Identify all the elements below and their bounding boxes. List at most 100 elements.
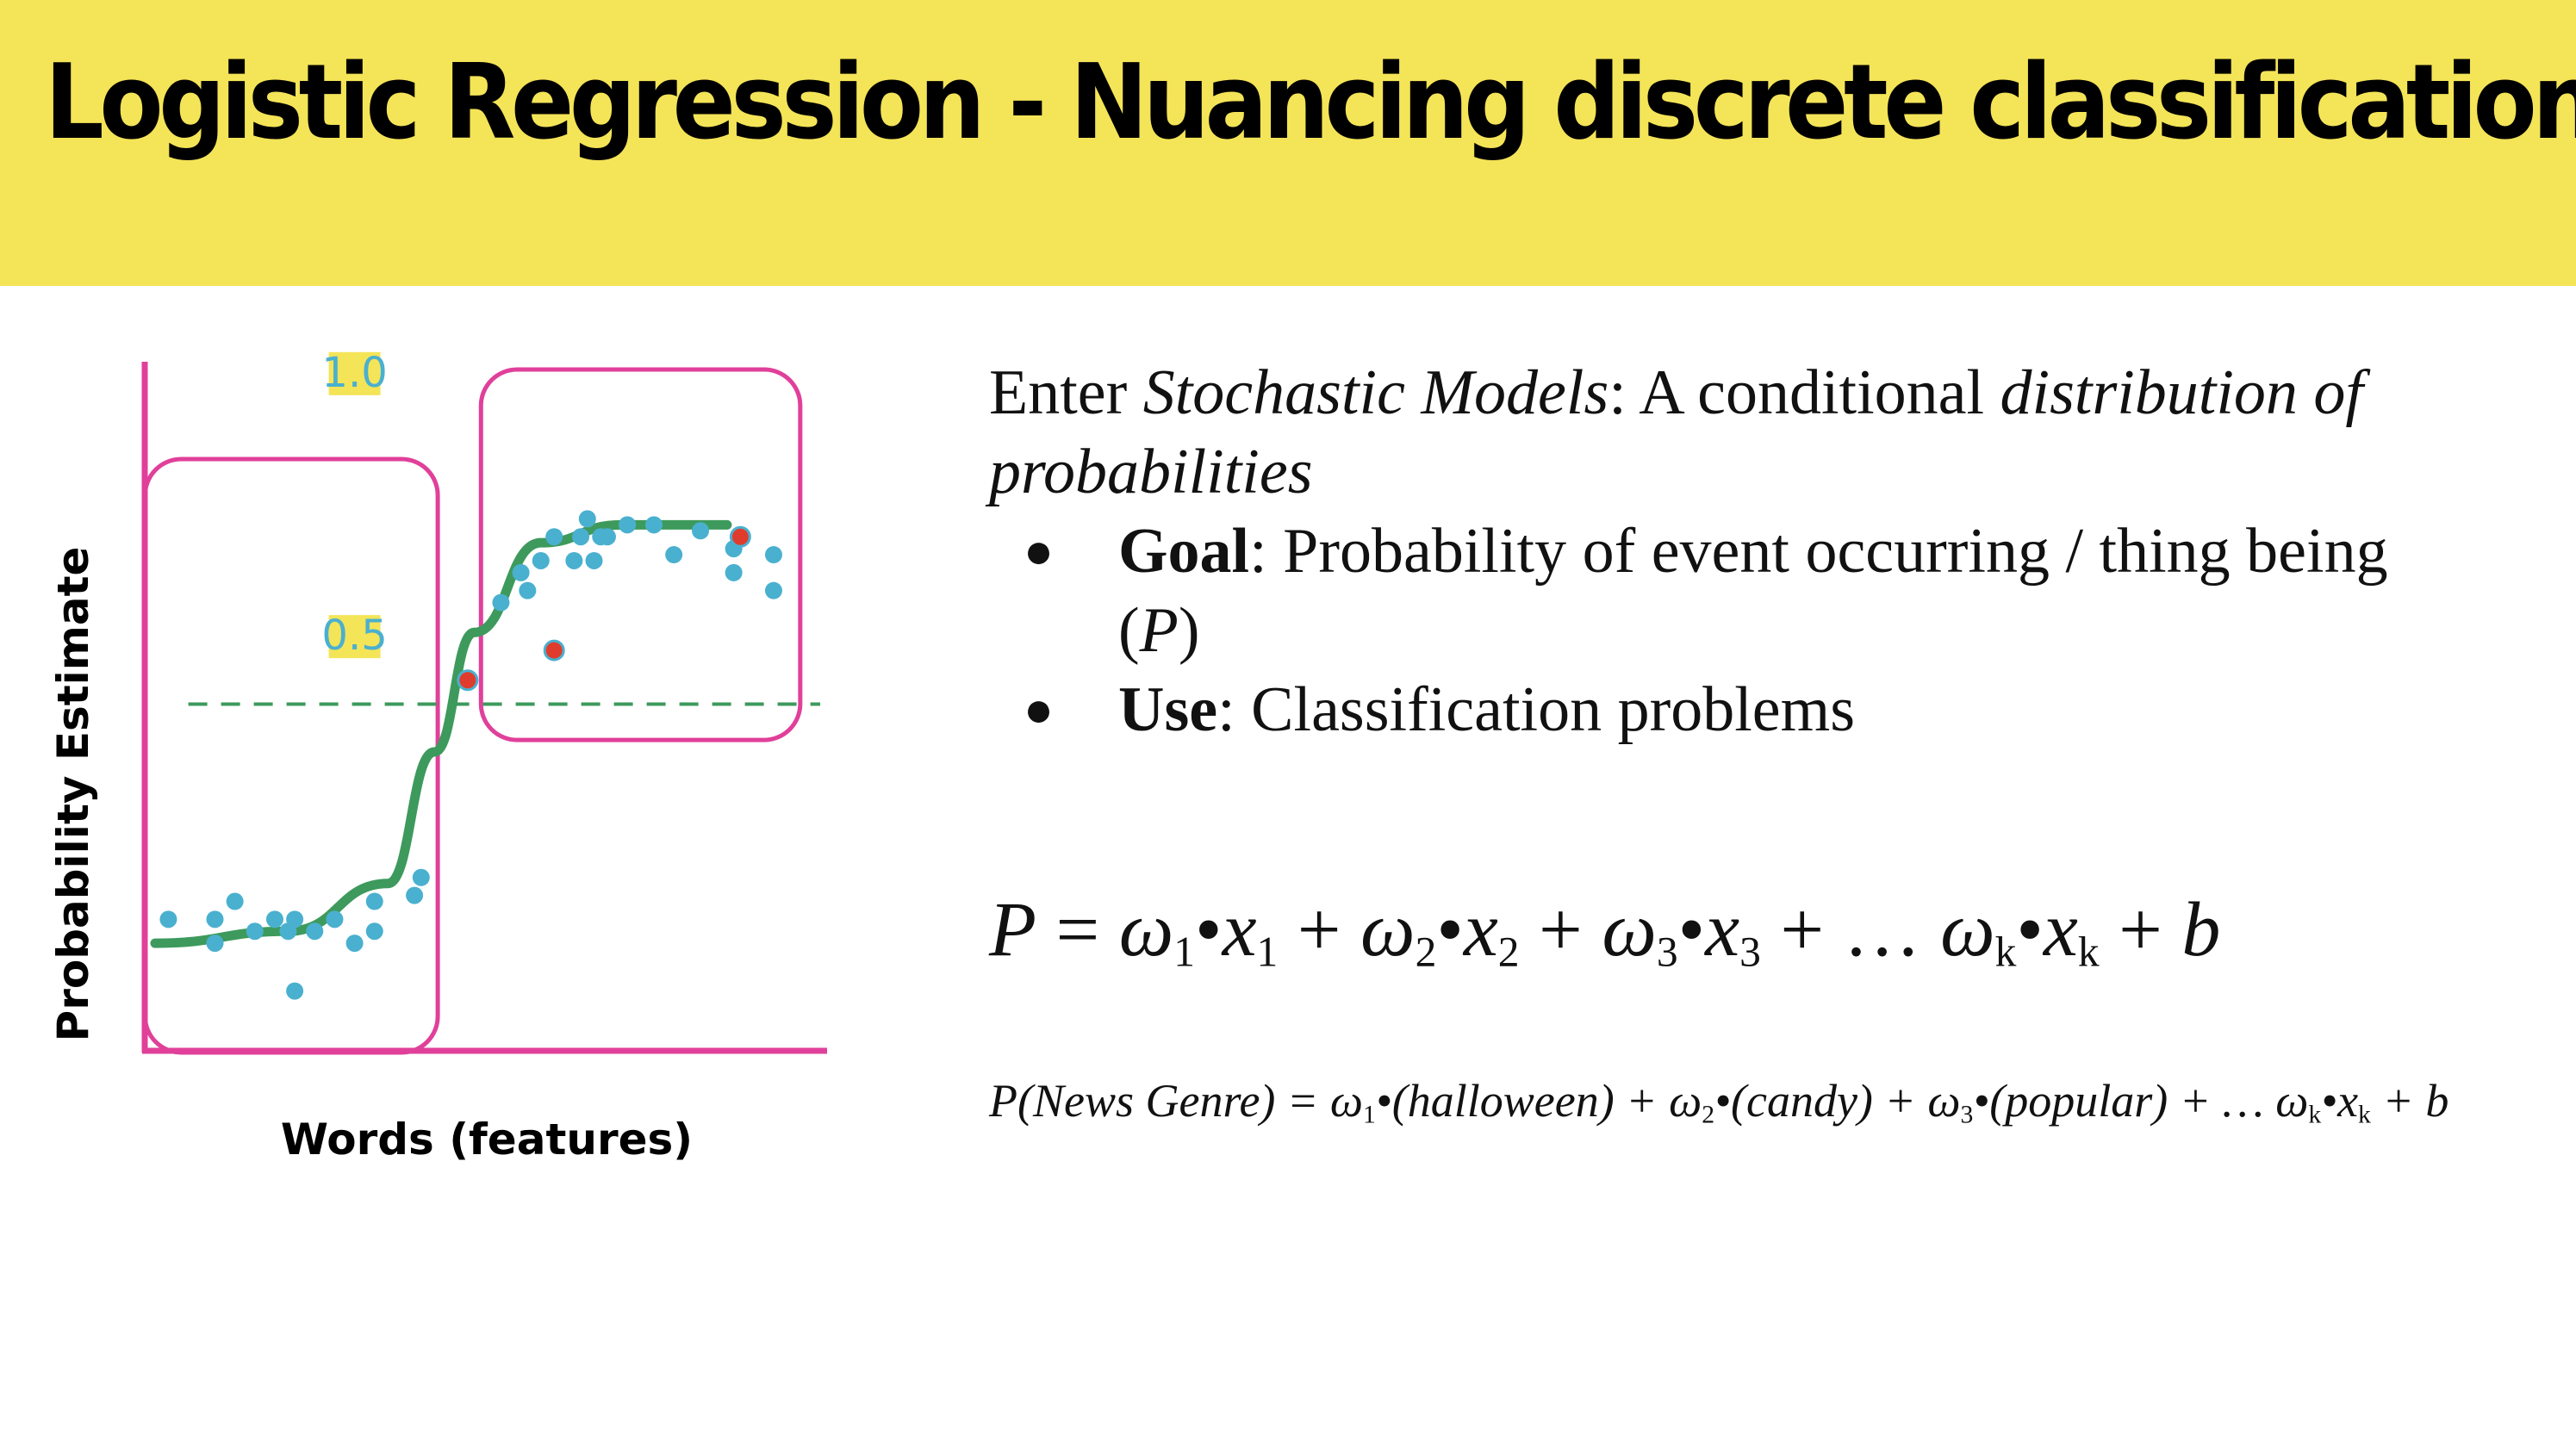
x-axis-label: Words (features) bbox=[281, 1115, 693, 1164]
bullet-dot: ● bbox=[1024, 681, 1055, 737]
ex-dot: • bbox=[2321, 1075, 2338, 1127]
ex-term: (halloween) + bbox=[1391, 1075, 1670, 1127]
ex-dot: • bbox=[1375, 1075, 1392, 1127]
data-point bbox=[286, 982, 304, 1000]
eq-dot: • bbox=[1195, 887, 1223, 972]
misclassified-point bbox=[729, 525, 751, 548]
data-point bbox=[764, 546, 782, 564]
eq-sub: 1 bbox=[1173, 928, 1196, 976]
goal-close: ) bbox=[1178, 595, 1200, 666]
class-1-box bbox=[478, 367, 803, 742]
eq-plus: + bbox=[1278, 887, 1361, 972]
ex-w: ω bbox=[1669, 1075, 1702, 1127]
eq-equals: = bbox=[1036, 887, 1119, 972]
intro-text: Enter Stochastic Models: A conditional d… bbox=[989, 353, 2454, 512]
data-point bbox=[492, 593, 510, 612]
data-point bbox=[578, 510, 596, 528]
eq-dot: • bbox=[1436, 887, 1464, 972]
data-point bbox=[206, 935, 224, 953]
title-bar: Logistic Regression - Nuancing discrete … bbox=[0, 0, 2576, 286]
data-point bbox=[565, 551, 583, 569]
data-point bbox=[519, 581, 537, 599]
ex-sub: k bbox=[2308, 1101, 2322, 1129]
data-point bbox=[665, 546, 683, 564]
data-point bbox=[206, 910, 224, 928]
tick-label: 0.5 bbox=[321, 612, 387, 660]
data-point bbox=[326, 910, 344, 928]
eq-sub: k bbox=[2077, 928, 2100, 976]
eq-ellipsis: + … bbox=[1760, 887, 1941, 972]
bullet-list: ● Goal: Probability of event occurring / … bbox=[989, 512, 2454, 749]
data-point bbox=[598, 528, 616, 546]
data-point bbox=[265, 910, 283, 928]
eq-sub: 2 bbox=[1415, 928, 1437, 976]
eq-b: b bbox=[2181, 887, 2221, 972]
eq-plus: + bbox=[2099, 887, 2182, 972]
tick-label: 1.0 bbox=[321, 349, 387, 397]
logistic-chart: 1.0 0.5 Probability Estimate Words (featu… bbox=[48, 349, 827, 1164]
eq-sub: 3 bbox=[1739, 928, 1761, 976]
data-point bbox=[645, 516, 663, 534]
tick-highlight bbox=[328, 615, 381, 659]
data-point bbox=[159, 910, 177, 928]
eq-dot: • bbox=[2016, 887, 2044, 972]
misclassified-point bbox=[457, 669, 479, 692]
example-equation: P(News Genre) = ω1•(halloween) + ω2•(can… bbox=[989, 1073, 2471, 1142]
bullet-use: ● Use: Classification problems bbox=[989, 670, 2480, 749]
ex-tail: + b bbox=[2370, 1075, 2449, 1127]
sigmoid-curve bbox=[150, 519, 732, 948]
data-point bbox=[532, 551, 550, 569]
sigmoid-path bbox=[150, 519, 732, 948]
y-axis-label: Probability Estimate bbox=[48, 547, 98, 1042]
data-points bbox=[159, 510, 782, 1000]
ex-dot: • bbox=[1714, 1075, 1732, 1127]
eq-p: P bbox=[989, 887, 1036, 972]
ex-x: x bbox=[2337, 1075, 2359, 1127]
eq-x: x bbox=[2043, 887, 2078, 972]
data-point bbox=[725, 563, 743, 581]
data-point bbox=[345, 935, 364, 953]
eq-sub: 2 bbox=[1497, 928, 1520, 976]
eq-sub: 1 bbox=[1256, 928, 1279, 976]
use-text: : Classification problems bbox=[1217, 674, 1855, 745]
eq-x: x bbox=[1705, 887, 1740, 972]
data-point bbox=[692, 522, 710, 540]
bullet-dot: ● bbox=[1024, 523, 1055, 579]
eq-w: ω bbox=[1602, 887, 1657, 972]
eq-w: ω bbox=[1360, 887, 1416, 972]
ex-sub: k bbox=[2358, 1101, 2371, 1129]
class-0-box bbox=[142, 456, 440, 1055]
intro-desc: : A conditional bbox=[1608, 357, 2000, 428]
bullet-goal: ● Goal: Probability of event occurring / … bbox=[989, 512, 2480, 670]
eq-dot: • bbox=[1677, 887, 1706, 972]
eq-x: x bbox=[1463, 887, 1498, 972]
ex-w: ω bbox=[2275, 1075, 2309, 1127]
data-point bbox=[246, 922, 264, 941]
goal-p: P bbox=[1139, 595, 1179, 666]
y-ticks: 1.0 0.5 bbox=[321, 349, 387, 660]
use-label: Use bbox=[1118, 674, 1218, 745]
data-point bbox=[572, 528, 590, 546]
ex-lhs: P(News Genre) = bbox=[989, 1075, 1330, 1127]
data-point bbox=[619, 516, 637, 534]
ex-w: ω bbox=[1927, 1075, 1961, 1127]
ex-term: (popular) + … bbox=[1989, 1075, 2276, 1127]
data-point bbox=[545, 528, 563, 546]
class-boxes bbox=[142, 367, 803, 1055]
ex-sub: 1 bbox=[1363, 1101, 1376, 1129]
goal-text: : Probability of event occurring / thing… bbox=[1118, 516, 2388, 666]
data-point bbox=[365, 922, 383, 941]
eq-sub: k bbox=[1994, 928, 2017, 976]
eq-sub: 3 bbox=[1656, 928, 1678, 976]
data-point bbox=[512, 563, 530, 581]
data-point bbox=[365, 892, 383, 910]
eq-plus: + bbox=[1519, 887, 1602, 972]
data-point bbox=[406, 886, 424, 904]
intro-distribution: distribution of probabilities bbox=[989, 357, 2363, 507]
data-point bbox=[306, 922, 324, 941]
data-point bbox=[585, 551, 603, 569]
data-point bbox=[286, 910, 304, 928]
data-point bbox=[226, 892, 244, 910]
eq-w: ω bbox=[1940, 887, 1995, 972]
description: Enter Stochastic Models: A conditional d… bbox=[989, 353, 2454, 749]
